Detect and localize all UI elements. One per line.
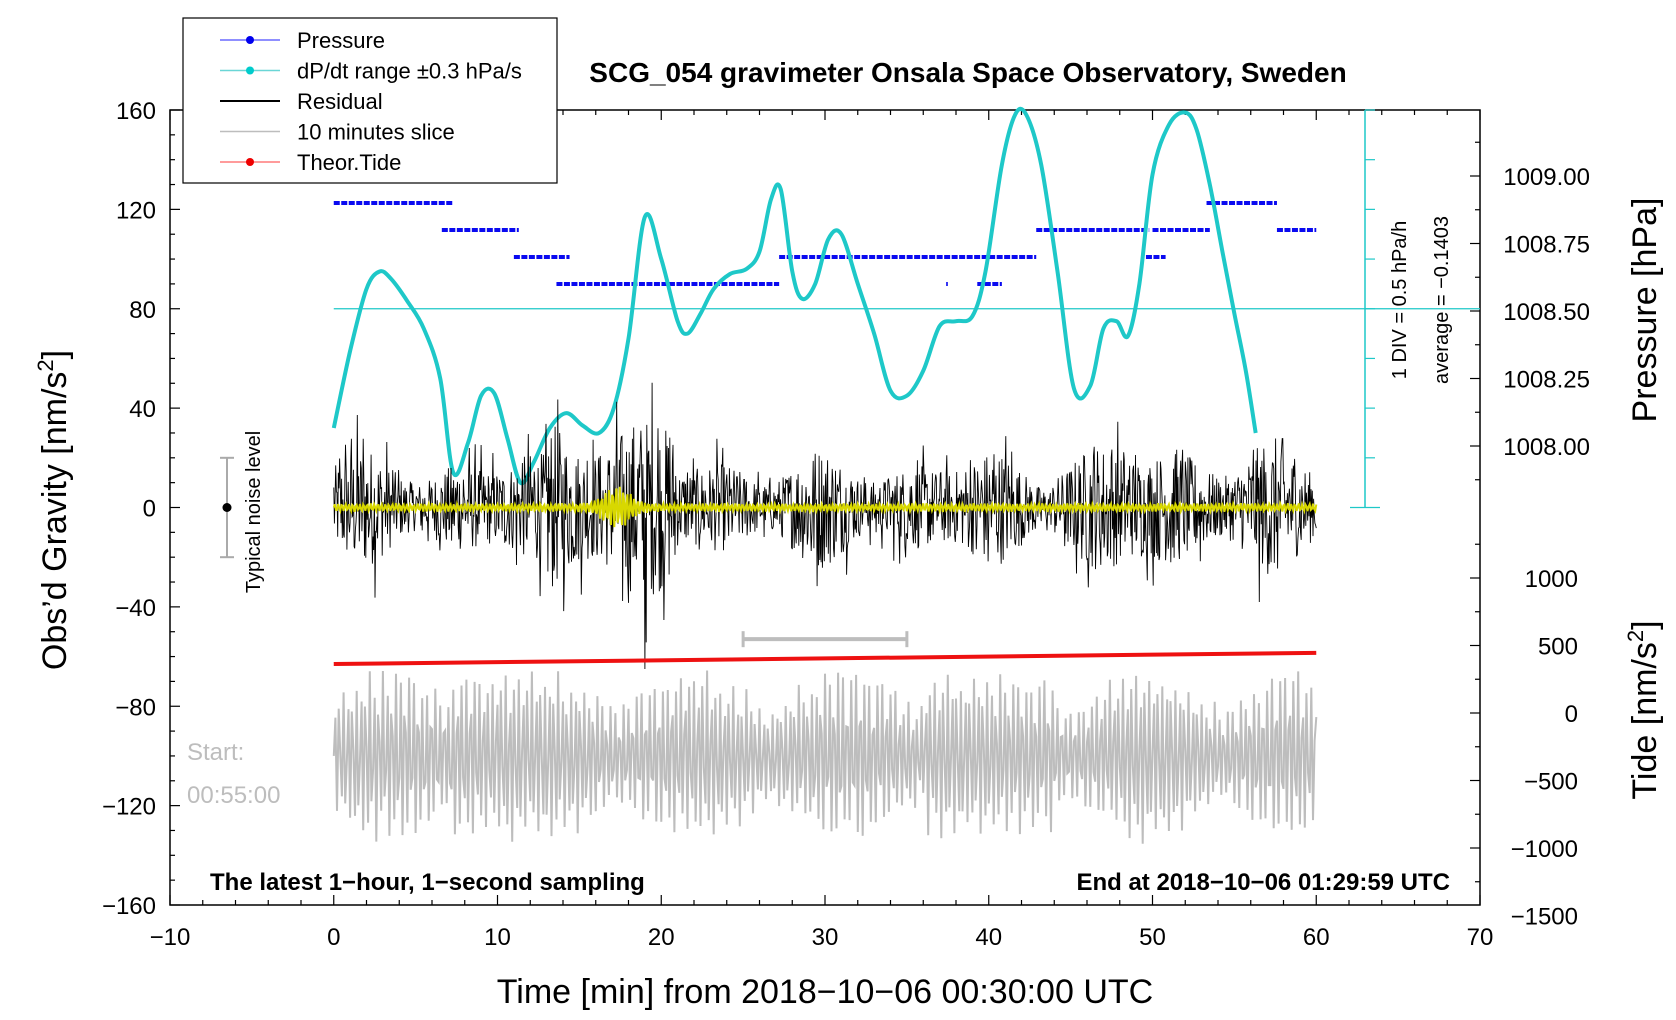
- x-tick-label: 50: [1139, 924, 1166, 951]
- y-axis-title-tide-sup: 2: [1623, 630, 1648, 642]
- footer-left: The latest 1−hour, 1−second sampling: [210, 869, 645, 896]
- legend-swatch-dot: [246, 66, 254, 75]
- legend-label: Residual: [297, 89, 383, 114]
- legend-label: Theor.Tide: [297, 150, 401, 175]
- pressure-tick-label: 1009.00: [1503, 164, 1590, 191]
- tide-tick-label: −1000: [1511, 836, 1578, 863]
- y-tick-label: 40: [129, 396, 156, 423]
- pressure-tick-label: 1008.75: [1503, 232, 1590, 259]
- x-tick-label: 70: [1467, 924, 1494, 951]
- tide-tick-label: 0: [1565, 701, 1578, 728]
- pressure-tick-label: 1008.50: [1503, 299, 1590, 326]
- y-tick-label: 80: [129, 297, 156, 324]
- footer-right: End at 2018−10−06 01:29:59 UTC: [1076, 869, 1450, 896]
- x-tick-label: 40: [975, 924, 1002, 951]
- slice-window-bracket: [741, 631, 909, 648]
- tide-tick-label: −1500: [1511, 904, 1578, 931]
- y-axis-title-left-sup: 2: [33, 359, 58, 371]
- slice-trace: [332, 670, 1318, 844]
- legend-label: Pressure: [297, 28, 385, 53]
- legend-label: dP/dt range ±0.3 hPa/s: [297, 59, 522, 84]
- x-tick-labels: −10 0 10 20 30 40 50 60 70: [150, 924, 1494, 951]
- pressure-tick-label: 1008.25: [1503, 367, 1590, 394]
- start-time: 00:55:00: [187, 782, 280, 809]
- y-axis-title-tide: Tide [nm/s2]: [1623, 620, 1664, 799]
- y-axis-title-pressure: Pressure [hPa]: [1626, 198, 1664, 423]
- residual-trace: [333, 382, 1317, 670]
- legend-label: 10 minutes slice: [297, 120, 455, 145]
- dpdt-curve: [331, 106, 1258, 486]
- x-tick-label: 60: [1303, 924, 1330, 951]
- dpdt-scale-bar: [1350, 109, 1380, 509]
- start-label: Start:: [187, 739, 244, 766]
- x-tick-label: 20: [648, 924, 675, 951]
- legend-swatch-dot: [246, 36, 254, 44]
- y-axis-title-left: Obs’d Gravity [nm/s2]: [33, 350, 74, 670]
- y-tick-label: −120: [102, 794, 156, 821]
- x-tick-label: 0: [327, 924, 340, 951]
- pressure-tick-labels: 1009.00 1008.75 1008.50 1008.25 1008.00: [1503, 164, 1590, 461]
- noise-bar-dot: [222, 503, 232, 512]
- noise-level-bar: [220, 456, 234, 559]
- dpdt-scale-label: 1 DIV = 0.5 hPa/h: [1389, 221, 1411, 379]
- y-tick-label: −80: [115, 694, 156, 721]
- x-tick-label: 10: [484, 924, 511, 951]
- y-tick-label: 120: [116, 197, 156, 224]
- tide-tick-label: −500: [1524, 769, 1578, 796]
- y-axis-title-tide-close: ]: [1626, 620, 1664, 629]
- legend: Pressure dP/dt range ±0.3 hPa/s Residual 10…: [182, 17, 558, 184]
- legend-swatch-dot: [246, 158, 254, 166]
- y-axis-title-left-main: Obs’d Gravity [nm/s: [36, 372, 74, 671]
- pressure-tick-label: 1008.00: [1503, 434, 1590, 461]
- theor-tide-line: [333, 650, 1317, 667]
- y-tick-label: 160: [116, 98, 156, 125]
- tide-tick-labels: 1000 500 0 −500 −1000 −1500: [1511, 566, 1578, 931]
- y-axis-title-left-close: ]: [36, 350, 74, 359]
- tide-tick-label: 500: [1538, 634, 1578, 661]
- x-axis-title: Time [min] from 2018−10−06 00:30:00 UTC: [497, 973, 1153, 1011]
- y-axis-title-tide-main: Tide [nm/s: [1626, 642, 1664, 799]
- tide-tick-label: 1000: [1525, 566, 1578, 593]
- x-tick-label: 30: [812, 924, 839, 951]
- filtered-trace: [332, 486, 1318, 528]
- y-tick-labels: 160 120 80 40 0 −40 −80 −120 −160: [102, 98, 156, 920]
- dpdt-average-label: average = −0.1403: [1431, 216, 1453, 384]
- y-tick-label: −160: [102, 893, 156, 920]
- x-tick-label: −10: [150, 924, 191, 951]
- noise-level-label: Typical noise level: [243, 431, 265, 593]
- y-tick-label: 0: [143, 496, 156, 523]
- y-tick-label: −40: [115, 595, 156, 622]
- chart-title: SCG_054 gravimeter Onsala Space Observat…: [589, 57, 1346, 88]
